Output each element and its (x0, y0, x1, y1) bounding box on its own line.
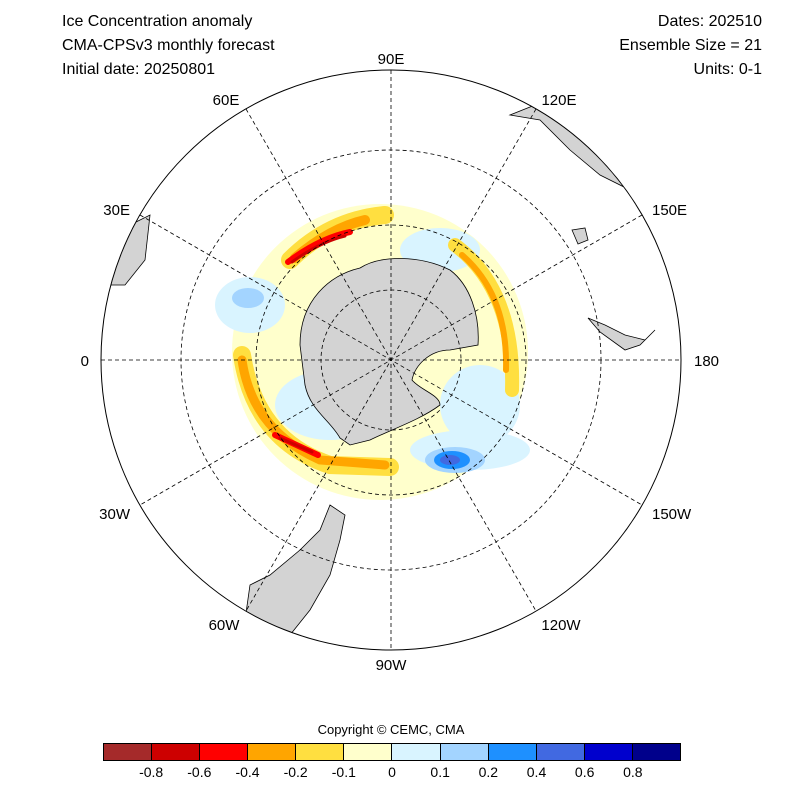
lon-label-180: 180 (694, 353, 719, 370)
lon-label-60e: 60E (213, 92, 240, 109)
colorbar-swatch (104, 744, 153, 760)
colorbar-swatch (440, 744, 489, 760)
anomaly-positive-peak (440, 455, 460, 465)
lon-label-30e: 30E (103, 202, 130, 219)
colorbar-swatch (488, 744, 537, 760)
southern-africa (101, 214, 151, 286)
graticule (101, 70, 681, 650)
colorbar-swatch (584, 744, 633, 760)
colorbar-swatch (296, 744, 345, 760)
colorbar-swatch (536, 744, 585, 760)
forecast-dates: Dates: 202510 (657, 13, 762, 30)
colorbar-swatch (248, 744, 297, 760)
units-label: Units: 0-1 (693, 61, 762, 78)
colorbar-swatch (632, 744, 680, 760)
colorbar-tick-label: 0.2 (478, 764, 499, 780)
lon-label-30w: 30W (99, 506, 131, 523)
lon-label-60w: 60W (209, 617, 241, 634)
colorbar-tick-label: -0.2 (283, 764, 308, 780)
map-boundary (100, 69, 682, 651)
map-field (101, 94, 681, 641)
tasmania (571, 227, 589, 245)
lon-label-0: 0 (81, 353, 89, 370)
lon-label-150w: 150W (652, 506, 692, 523)
colorbar-swatch (200, 744, 249, 760)
colorbar (103, 743, 681, 761)
colorbar-swatch (392, 744, 441, 760)
colorbar-swatch (152, 744, 201, 760)
colorbar-tick-label: 0.4 (526, 764, 547, 780)
lon-label-120w: 120W (541, 617, 581, 634)
colorbar-swatch (344, 744, 393, 760)
lon-label-90w: 90W (376, 657, 408, 674)
lon-label-150e: 150E (652, 202, 687, 219)
copyright-notice: Copyright © CEMC, CMA (317, 722, 465, 737)
colorbar-tick-label: -0.6 (187, 764, 212, 780)
initial-date: Initial date: 20250801 (62, 61, 216, 78)
lon-label-90e: 90E (378, 51, 405, 68)
colorbar-tick-label: 0.6 (574, 764, 595, 780)
map-title: Ice Concentration anomaly (62, 13, 253, 30)
colorbar-tick-label: 0.1 (430, 764, 450, 780)
colorbar-tick-label: -0.4 (235, 764, 260, 780)
south-america (244, 504, 346, 641)
colorbar-tick-label: 0 (388, 764, 396, 780)
colorbar-tick-label: 0.8 (623, 764, 643, 780)
colorbar-tick-label: -0.8 (139, 764, 164, 780)
antarctica (299, 258, 479, 446)
new-zealand (587, 317, 656, 351)
lon-label-120e: 120E (541, 92, 576, 109)
model-name: CMA-CPSv3 monthly forecast (62, 37, 275, 54)
colorbar-tick-label: -0.1 (331, 764, 356, 780)
ensemble-size: Ensemble Size = 21 (619, 37, 762, 54)
